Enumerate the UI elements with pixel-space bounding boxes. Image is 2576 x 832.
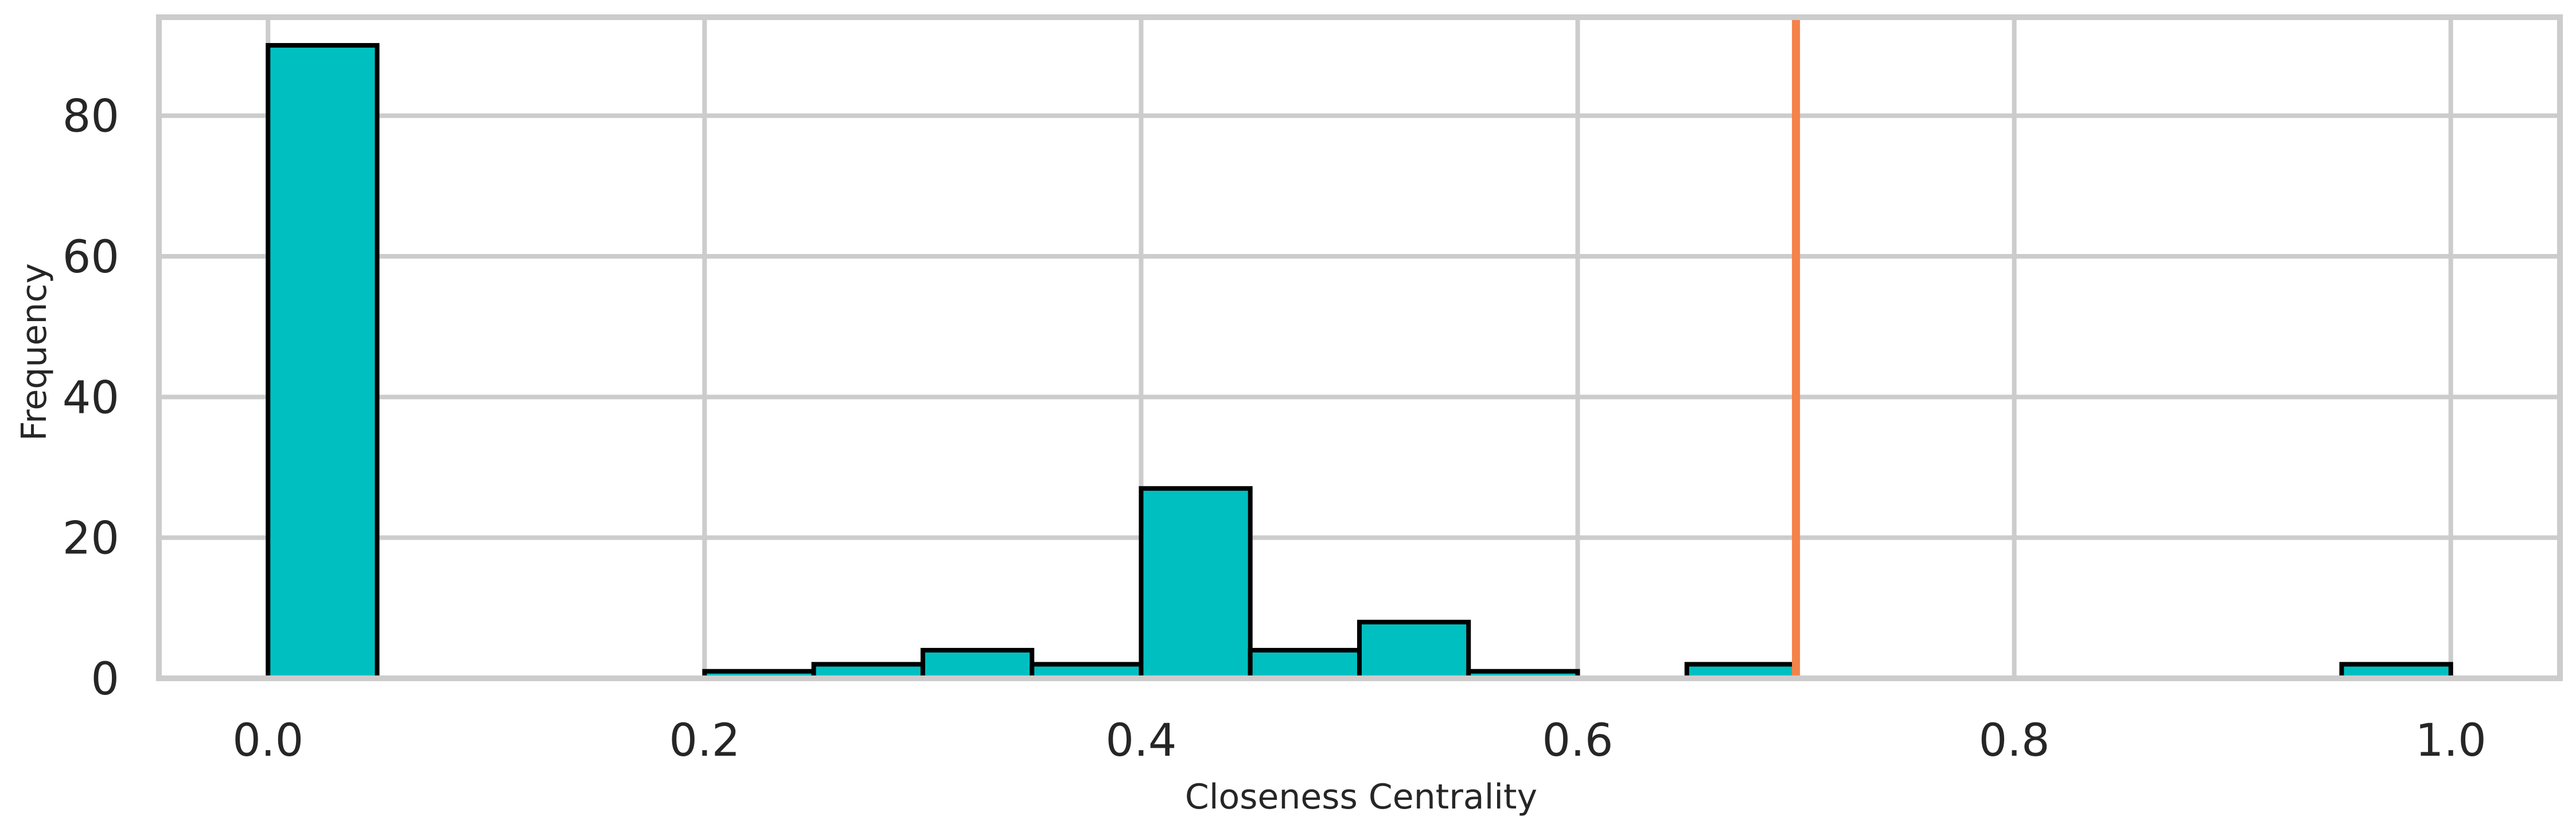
x-tick-label-1: 0.2 [669, 715, 740, 767]
bars-layer [266, 43, 2453, 681]
histogram-bar-7 [1357, 619, 1471, 681]
x-tick-label-0: 0.0 [232, 715, 303, 767]
x-axis-label: Closeness Centrality [1185, 777, 1537, 817]
y-tick-label-3: 60 [63, 232, 119, 283]
grid-layer [159, 17, 2560, 681]
x-tick-labels: 0.0 0.2 0.4 0.6 0.8 1.0 [232, 715, 2487, 767]
y-tick-label-2: 40 [63, 372, 119, 424]
y-tick-label-1: 20 [63, 513, 119, 565]
plot-frame [156, 14, 2563, 681]
x-tick-label-5: 1.0 [2415, 715, 2487, 767]
y-axis-label: Frequency [14, 263, 54, 441]
x-tick-label-3: 0.6 [1542, 715, 1614, 767]
histogram-bar-3 [920, 647, 1035, 681]
y-tick-label-0: 0 [91, 654, 119, 705]
y-tick-labels: 0 20 40 60 80 [63, 91, 119, 705]
histogram-bar-5 [1139, 486, 1253, 681]
y-tick-label-4: 80 [63, 91, 119, 143]
histogram-bar-6 [1248, 647, 1362, 681]
x-tick-label-2: 0.4 [1105, 715, 1176, 767]
x-tick-label-4: 0.8 [1979, 715, 2050, 767]
histogram-bar-0 [266, 43, 380, 681]
